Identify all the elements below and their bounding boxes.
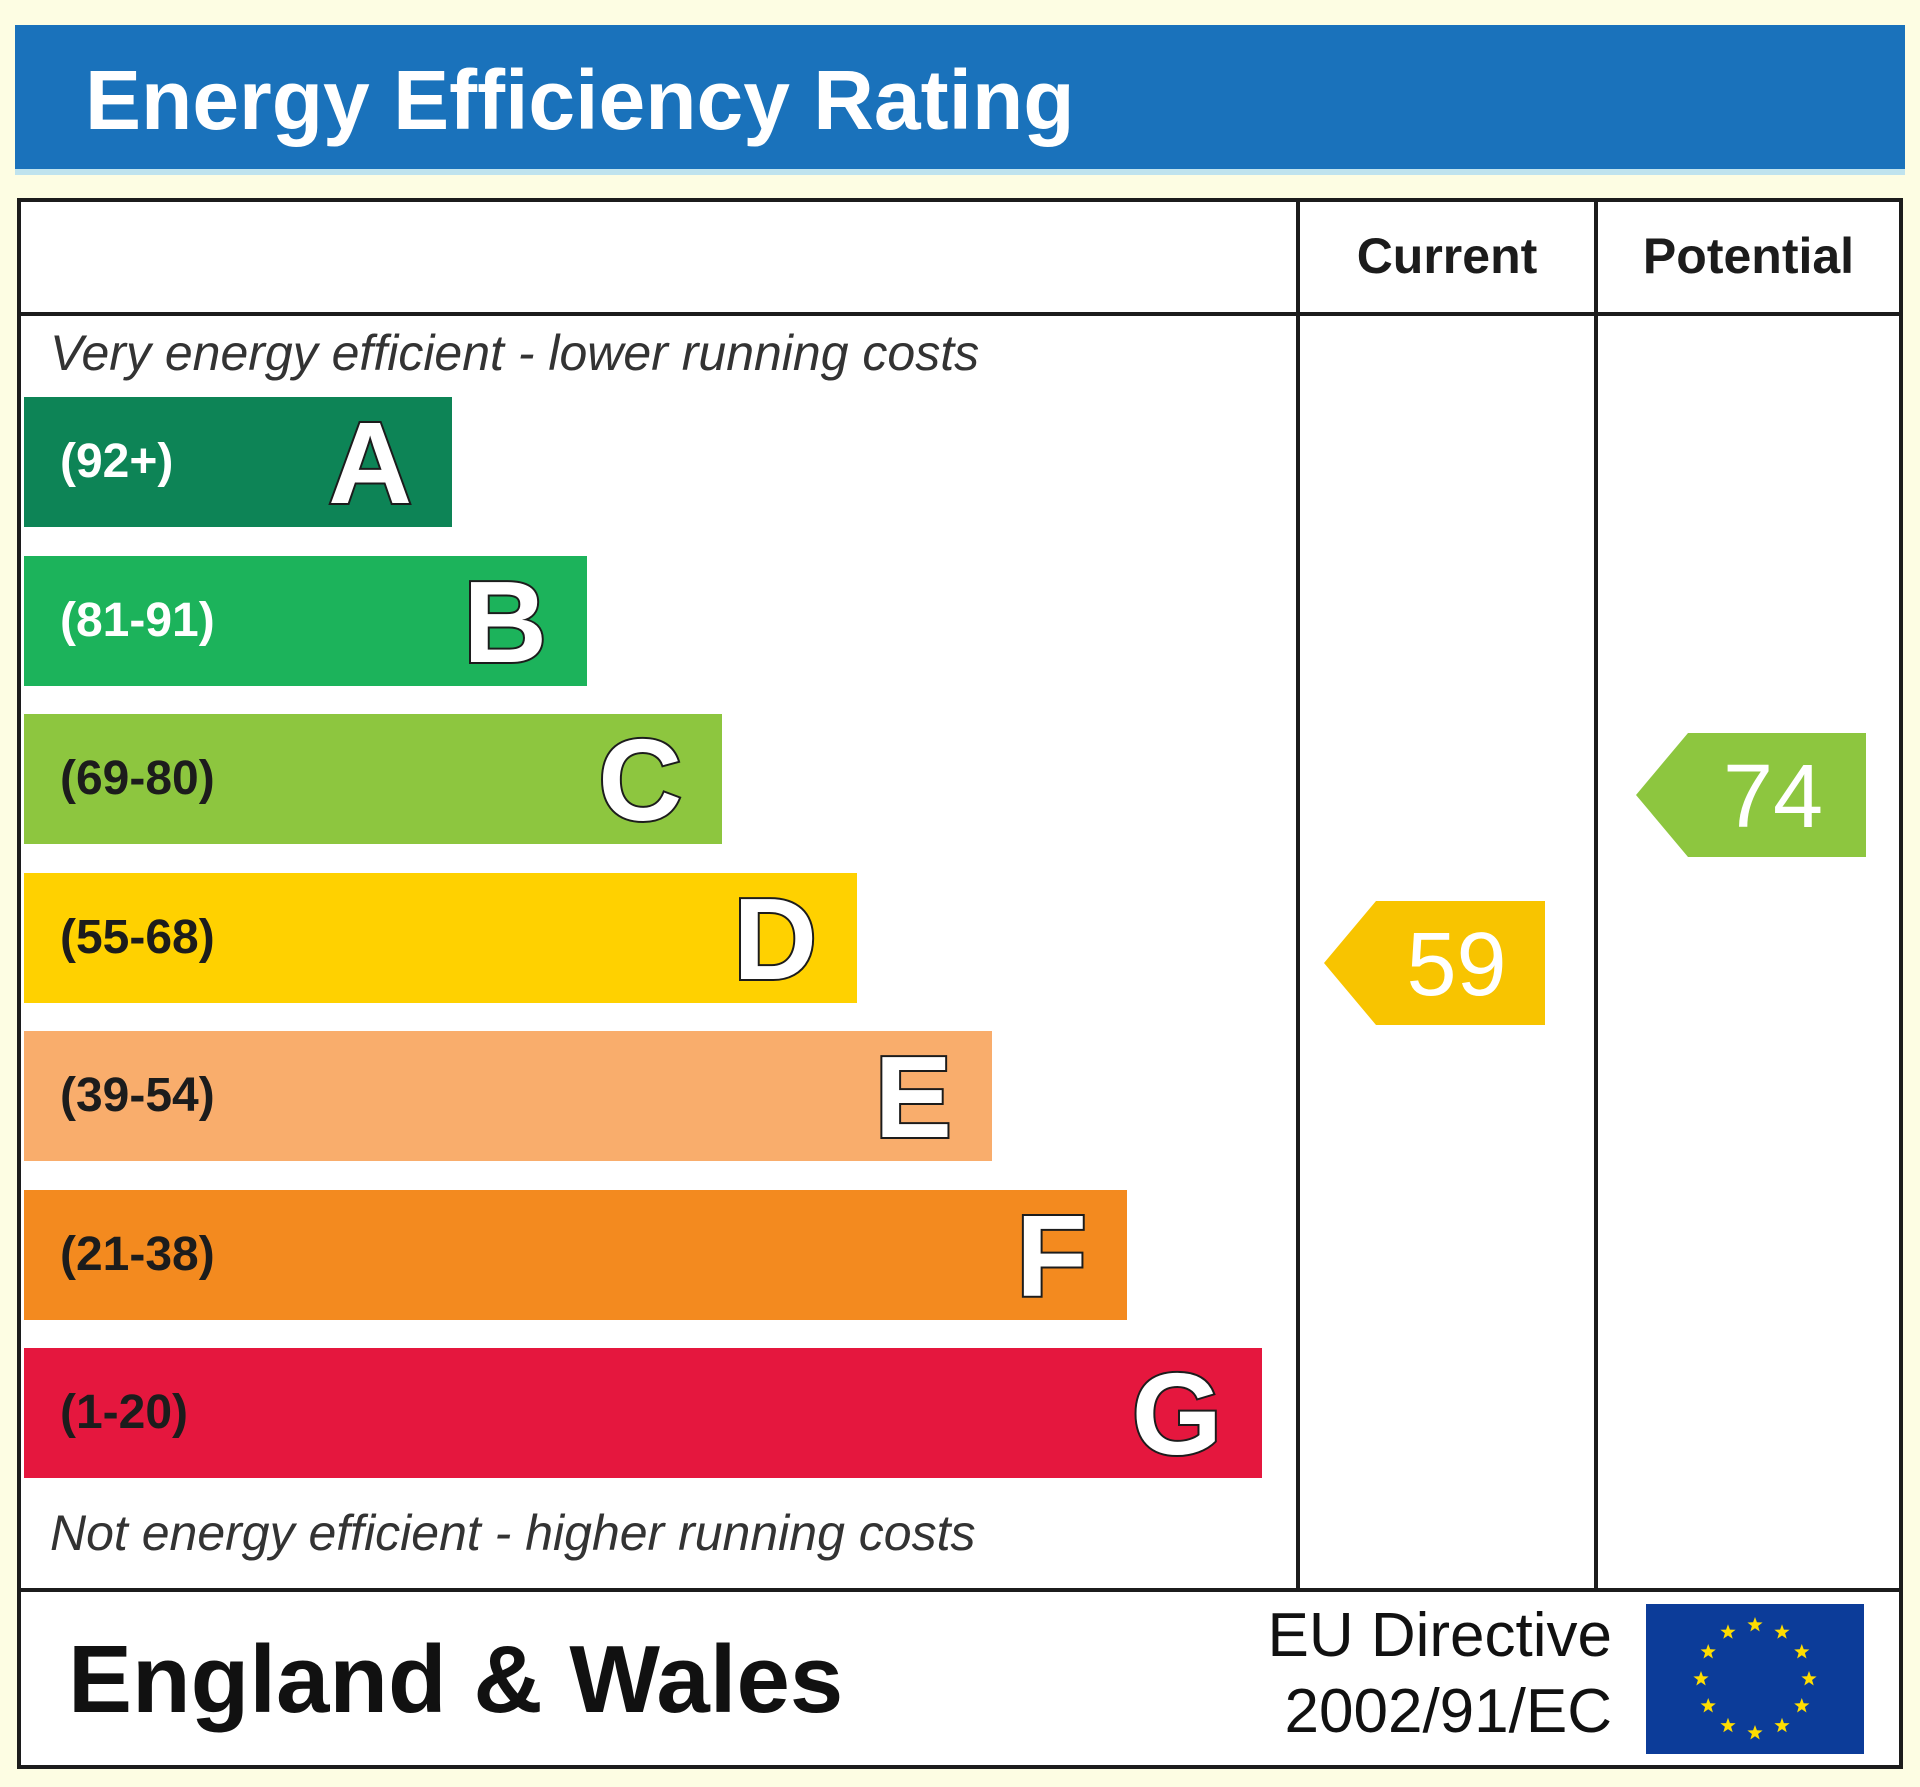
band-c: (69-80) C <box>24 713 722 847</box>
eu-directive-line1: EU Directive <box>1267 1601 1612 1670</box>
band-a: (92+) A <box>24 396 452 530</box>
eu-star-icon <box>1794 1698 1810 1713</box>
band-letter: G <box>1130 1347 1224 1481</box>
region-label: England & Wales <box>68 1626 844 1733</box>
band-g: (1-20) G <box>24 1347 1262 1481</box>
eu-star-icon <box>1720 1624 1736 1639</box>
header-bar: Energy Efficiency Rating <box>15 25 1905 175</box>
current-column-divider <box>1296 198 1300 1592</box>
band-d: (55-68) D <box>24 872 857 1006</box>
eu-star-icon <box>1693 1671 1709 1686</box>
eu-star-icon <box>1720 1717 1736 1733</box>
band-range: (81-91) <box>60 593 215 647</box>
band-letter: B <box>461 555 549 689</box>
band-letter: D <box>731 872 819 1006</box>
eu-flag-icon <box>1646 1604 1864 1754</box>
bottom-caption: Not energy efficient - higher running co… <box>50 1505 976 1561</box>
eu-star-icon <box>1700 1644 1716 1659</box>
band-range: (92+) <box>60 435 174 488</box>
eu-star-icon <box>1801 1671 1817 1686</box>
potential-column-divider <box>1594 198 1598 1592</box>
eu-star-icon <box>1774 1624 1790 1639</box>
eu-star-icon <box>1774 1717 1790 1733</box>
eu-star-icon <box>1700 1698 1716 1713</box>
current-column-header: Current <box>1356 228 1538 284</box>
eu-star-icon <box>1794 1644 1810 1659</box>
band-letter: C <box>596 713 684 847</box>
band-e: (39-54) E <box>24 1030 992 1164</box>
top-caption: Very energy efficient - lower running co… <box>50 325 980 381</box>
header-row-divider <box>17 312 1903 316</box>
eu-directive-label: EU Directive 2002/91/EC <box>1212 1598 1612 1750</box>
eu-star-icon <box>1747 1725 1763 1740</box>
eu-star-icon <box>1747 1617 1763 1632</box>
band-f: (21-38) F <box>24 1189 1127 1323</box>
eu-directive-line2: 2002/91/EC <box>1284 1677 1612 1746</box>
band-range: (21-38) <box>60 1227 215 1281</box>
band-letter: F <box>1014 1189 1089 1323</box>
band-letter: E <box>873 1030 954 1164</box>
band-b: (81-91) B <box>24 555 587 689</box>
band-letter: A <box>326 396 414 530</box>
band-range: (69-80) <box>60 752 215 805</box>
footer-row-divider <box>17 1588 1903 1592</box>
chart-title: Energy Efficiency Rating <box>85 53 1075 147</box>
potential-column-header: Potential <box>1642 228 1855 284</box>
band-range: (39-54) <box>60 1069 215 1122</box>
band-range: (55-68) <box>60 910 215 964</box>
band-range: (1-20) <box>60 1386 189 1439</box>
